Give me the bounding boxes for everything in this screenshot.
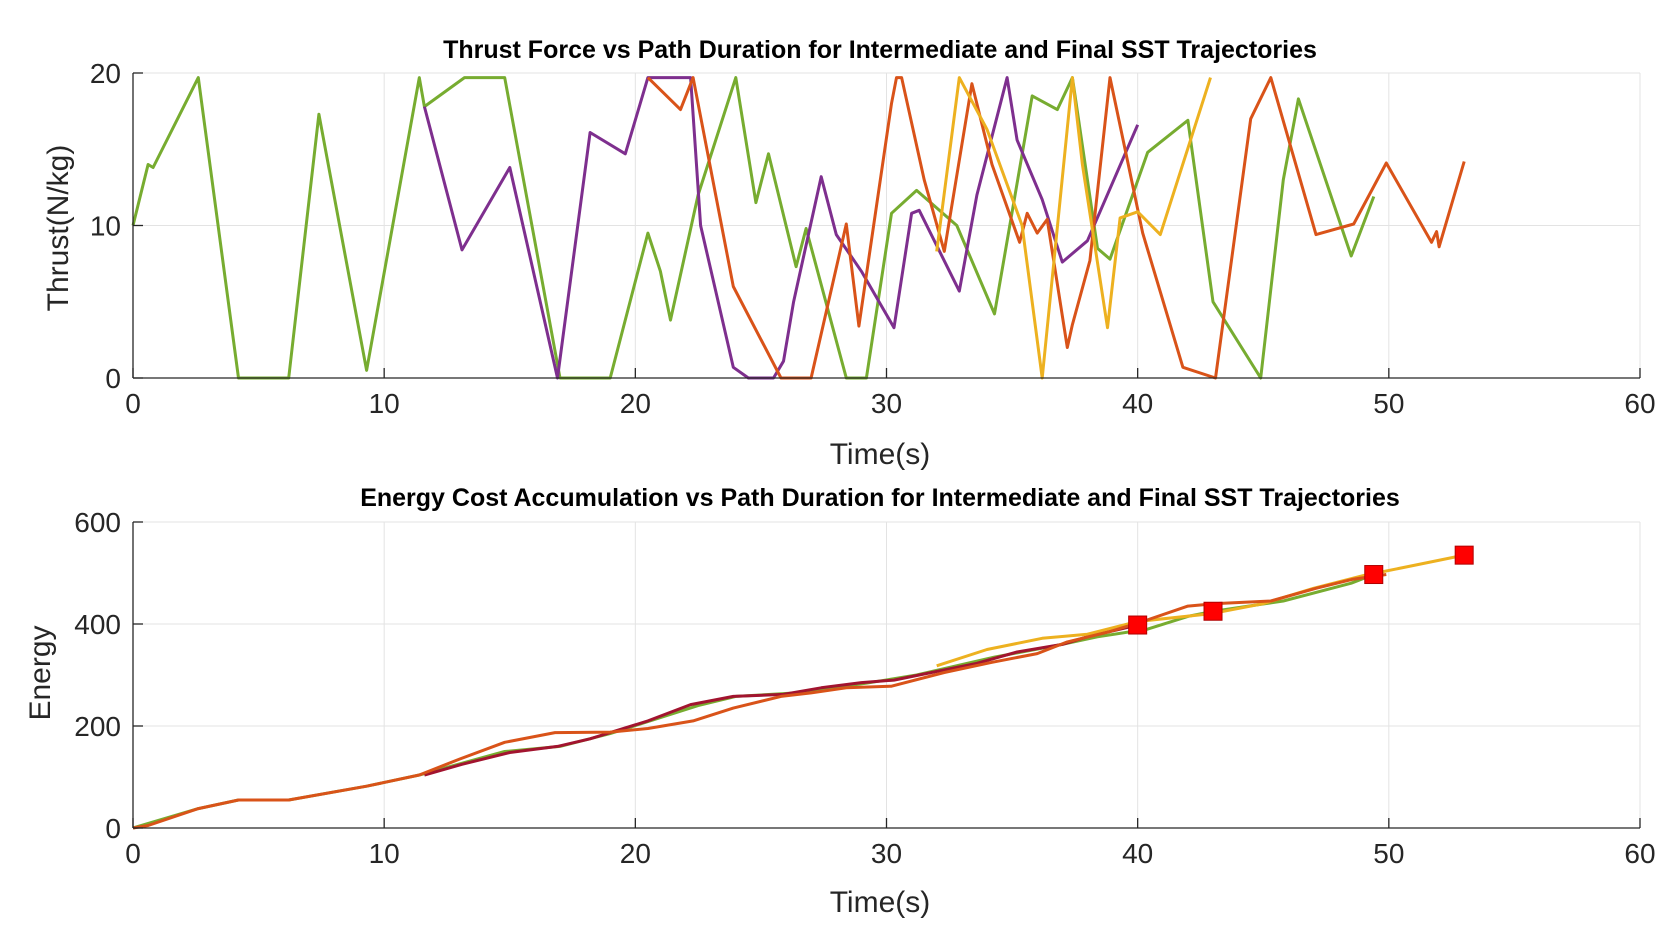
energy-x-tick-label-1: 10 [369,838,400,869]
energy-series-line-2 [936,553,1465,668]
thrust-x-tick-label-4: 40 [1122,388,1153,419]
thrust-x-tick-label-0: 0 [125,388,141,419]
thrust-y-tick-label-2: 20 [90,58,121,89]
thrust-y-axis-label: Thrust(N/kg) [42,145,75,312]
thrust-series-line-2 [646,76,1466,380]
energy-y-tick-label-1: 200 [74,711,121,742]
energy-x-tick-label-5: 50 [1373,838,1404,869]
energy-endpoint-marker-2 [1364,565,1384,585]
energy-endpoint-marker-1 [1203,601,1223,621]
energy-axes: Energy Cost Accumulation vs Path Duratio… [24,484,1656,919]
energy-chart-title: Energy Cost Accumulation vs Path Duratio… [360,484,1400,512]
thrust-series [131,76,1466,380]
thrust-x-tick-label-6: 60 [1624,388,1655,419]
energy-y-tick-label-3: 600 [74,507,121,538]
energy-grid [132,521,1641,829]
thrust-ticks: 0 10 20 30 40 50 60 0 10 20 [90,58,1656,419]
energy-x-tick-label-2: 20 [620,838,651,869]
thrust-x-tick-label-1: 10 [369,388,400,419]
thrust-series-line-1 [422,76,1140,380]
thrust-x-tick-label-3: 30 [871,388,902,419]
energy-x-tick-label-6: 60 [1624,838,1655,869]
thrust-axes: Thrust Force vs Path Duration for Interm… [42,36,1656,471]
energy-x-axis-label: Time(s) [830,886,931,919]
energy-y-tick-label-0: 0 [105,813,121,844]
thrust-x-axis-label: Time(s) [830,438,931,471]
energy-series-line-1 [423,623,1139,777]
thrust-y-tick-label-1: 10 [90,211,121,242]
energy-series-line-0 [132,573,1375,830]
energy-y-axis-label: Energy [24,625,57,720]
thrust-series-line-3 [935,76,1212,380]
energy-endpoint-marker-0 [1128,615,1148,635]
energy-x-tick-label-0: 0 [125,838,141,869]
energy-y-tick-label-2: 400 [74,609,121,640]
thrust-x-tick-label-2: 20 [620,388,651,419]
energy-x-tick-label-3: 30 [871,838,902,869]
thrust-x-tick-label-5: 50 [1373,388,1404,419]
energy-series-line-3 [132,573,1387,830]
thrust-chart-title: Thrust Force vs Path Duration for Interm… [443,36,1317,64]
energy-x-tick-label-4: 40 [1122,838,1153,869]
energy-endpoint-marker-3 [1454,545,1474,565]
thrust-series-line-0 [131,76,1376,380]
thrust-y-tick-label-0: 0 [105,363,121,394]
energy-series [132,545,1474,830]
